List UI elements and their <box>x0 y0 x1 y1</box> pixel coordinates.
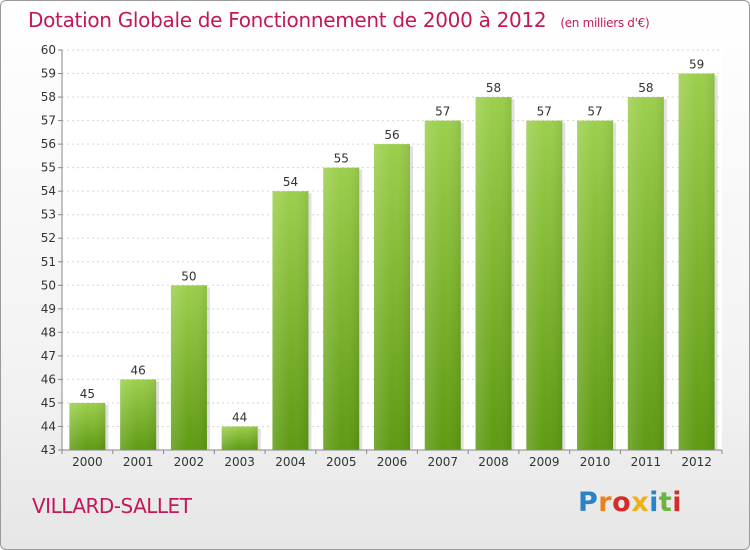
bar-sheen <box>678 73 715 450</box>
y-tick-label: 50 <box>41 278 56 292</box>
bar-value-label: 59 <box>689 58 704 72</box>
logo-letter: P <box>578 487 599 518</box>
bar-sheen <box>627 97 664 450</box>
x-tick-label: 2006 <box>377 455 408 469</box>
bar-value-label: 57 <box>537 105 552 119</box>
y-tick-label: 44 <box>41 419 56 433</box>
y-tick-label: 45 <box>41 396 56 410</box>
bar-sheen <box>475 97 512 450</box>
y-tick-label: 43 <box>41 443 56 457</box>
bar-value-label: 45 <box>80 387 95 401</box>
bar-sheen <box>577 120 614 451</box>
bars <box>69 73 718 451</box>
bar-sheen <box>374 144 410 450</box>
x-tick-label: 2001 <box>123 455 154 469</box>
bar-sheen <box>424 120 461 451</box>
bar-sheen <box>526 120 563 451</box>
axes <box>58 49 723 454</box>
y-tick-label: 48 <box>41 325 56 339</box>
bar-sheen <box>170 285 207 450</box>
labels: 43 44 45 46 47 48 49 50 51 52 53 54 55 56 57 58 59 60 45 20… <box>41 43 712 469</box>
y-tick-label: 57 <box>41 114 56 128</box>
bar-sheen <box>120 379 157 450</box>
logo-letter: i <box>672 487 683 518</box>
bar-sheen <box>323 167 360 450</box>
x-tick-label: 2003 <box>224 455 255 469</box>
x-tick-label: 2011 <box>631 455 662 469</box>
logo-letter: x <box>631 487 650 518</box>
y-tick-label: 52 <box>41 231 56 245</box>
logo-letter: r <box>598 487 613 518</box>
bar-value-label: 58 <box>638 81 653 95</box>
chart-title-text: Dotation Globale de Fonctionnement de 20… <box>28 8 547 32</box>
y-tick-label: 55 <box>41 161 56 175</box>
y-tick-label: 58 <box>41 90 56 104</box>
bar-value-label: 56 <box>384 128 399 142</box>
bar-sheen <box>272 191 309 451</box>
place-name: VILLARD-SALLET <box>32 494 192 518</box>
x-tick-label: 2008 <box>478 455 509 469</box>
x-tick-label: 2002 <box>174 455 205 469</box>
bar-value-label: 58 <box>486 81 501 95</box>
x-tick-label: 2007 <box>427 455 458 469</box>
x-tick-label: 2000 <box>72 455 103 469</box>
bar-value-label: 54 <box>283 175 298 189</box>
chart-unit-subtitle: (en milliers d'€) <box>560 16 650 30</box>
x-tick-label: 2005 <box>326 455 357 469</box>
y-tick-label: 53 <box>41 208 56 222</box>
bar-value-label: 57 <box>435 105 450 119</box>
bar-value-label: 57 <box>587 105 602 119</box>
logo-letter: o <box>612 487 632 518</box>
x-tick-label: 2012 <box>681 455 712 469</box>
chart-title: Dotation Globale de Fonctionnement de 20… <box>28 8 650 32</box>
bar-value-label: 50 <box>181 269 196 283</box>
x-tick-label: 2010 <box>580 455 611 469</box>
bar-sheen <box>221 426 258 450</box>
bar-sheen <box>69 402 106 450</box>
y-tick-label: 59 <box>41 67 56 81</box>
x-tick-label: 2004 <box>275 455 306 469</box>
x-tick-label: 2009 <box>529 455 560 469</box>
proxiti-logo[interactable]: Proxiti <box>578 487 682 518</box>
y-tick-label: 51 <box>41 255 56 269</box>
y-tick-label: 60 <box>41 43 56 57</box>
y-tick-label: 49 <box>41 302 56 316</box>
logo-letter: i <box>649 487 659 518</box>
logo-letter: t <box>658 487 673 518</box>
bar-value-label: 44 <box>232 410 247 424</box>
bar-value-label: 55 <box>334 152 349 166</box>
y-tick-label: 54 <box>41 184 56 198</box>
bar-value-label: 46 <box>131 363 146 377</box>
y-tick-label: 47 <box>41 349 56 363</box>
y-tick-label: 56 <box>41 137 56 151</box>
y-tick-label: 46 <box>41 372 56 386</box>
